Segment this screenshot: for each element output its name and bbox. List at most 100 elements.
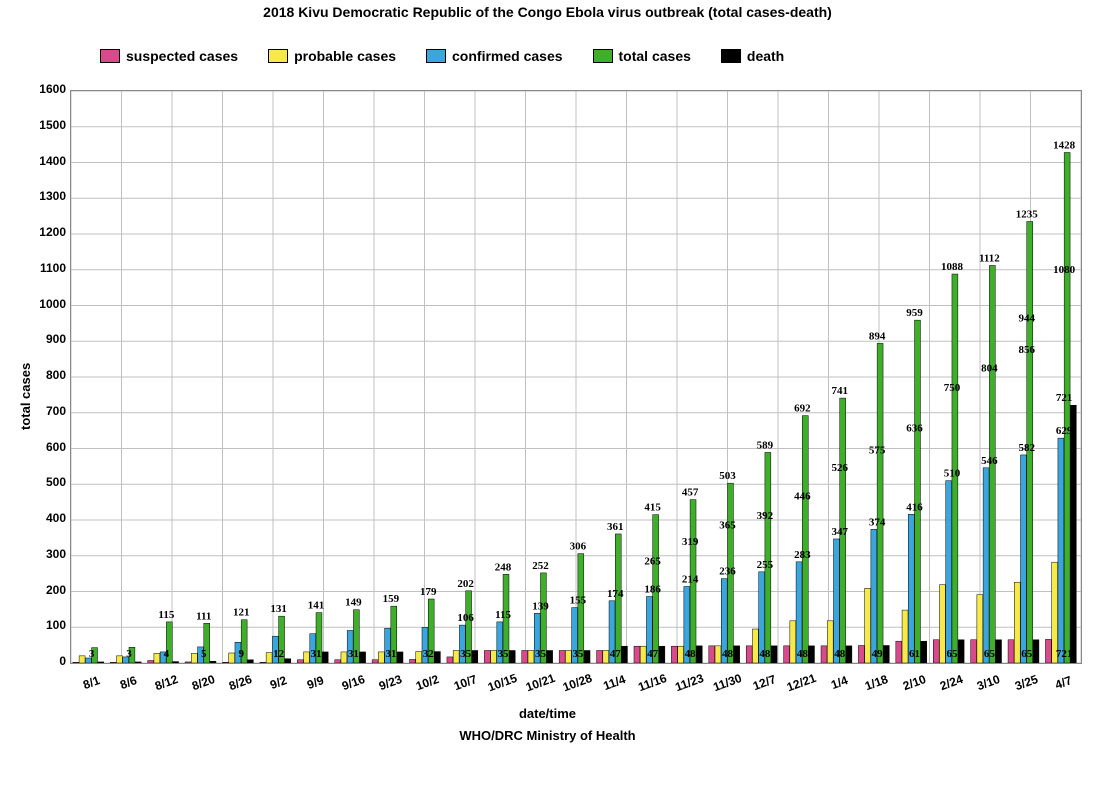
- bar-small-label: 35: [498, 648, 510, 660]
- bar-small-label: 35: [460, 648, 472, 660]
- suspected-bar: [522, 650, 528, 663]
- x-tick-label: 8/20: [190, 672, 217, 693]
- bar-value-label: 179: [420, 586, 437, 598]
- y-tick-label: 1300: [26, 189, 66, 203]
- bar-value-label: 510: [944, 468, 961, 480]
- bar-small-label: 9: [238, 648, 244, 660]
- total-bar: [802, 416, 808, 663]
- bar-small-label: 4: [164, 648, 170, 660]
- probable-bar: [266, 653, 272, 663]
- confirmed-bar: [871, 529, 877, 663]
- x-tick-label: 2/24: [938, 672, 965, 693]
- bar-small-label: 5: [201, 648, 207, 660]
- death-bar: [210, 661, 216, 663]
- probable-bar: [341, 652, 347, 663]
- bar-small-label: 65: [1021, 648, 1033, 660]
- y-tick-label: 1500: [26, 118, 66, 132]
- legend-item: probable cases: [268, 48, 396, 64]
- bar-small-label: 35: [572, 648, 584, 660]
- death-bar: [696, 646, 702, 663]
- probable-bar: [79, 656, 85, 663]
- y-tick-label: 600: [26, 440, 66, 454]
- probable-bar: [117, 656, 123, 663]
- suspected-bar: [73, 662, 79, 663]
- suspected-bar: [784, 646, 790, 663]
- bar-value-label: 526: [831, 462, 848, 474]
- probable-bar: [453, 650, 459, 663]
- bar-value-label: 361: [607, 521, 624, 533]
- x-tick-label: 11/30: [711, 671, 743, 694]
- death-bar: [883, 645, 889, 663]
- probable-bar: [790, 621, 796, 663]
- suspected-bar: [671, 646, 677, 663]
- death-bar: [1033, 640, 1039, 663]
- bar-small-label: 31: [348, 648, 359, 660]
- bar-value-label: 347: [831, 526, 848, 538]
- bar-value-label: 503: [719, 470, 736, 482]
- death-bar: [285, 659, 291, 663]
- bar-value-label: 446: [794, 491, 811, 503]
- x-tick-label: 10/21: [523, 671, 556, 694]
- suspected-bar: [933, 640, 939, 663]
- bar-small-label: 3: [89, 648, 95, 660]
- probable-bar: [678, 646, 684, 663]
- death-bar: [397, 652, 403, 663]
- y-tick-label: 1400: [26, 154, 66, 168]
- suspected-bar: [484, 650, 490, 663]
- total-bar: [578, 554, 584, 663]
- bar-value-label: 141: [308, 600, 325, 612]
- x-tick-label: 1/18: [863, 672, 890, 693]
- death-bar: [135, 662, 141, 663]
- death-bar: [846, 646, 852, 663]
- x-tick-label: 9/16: [340, 672, 367, 693]
- x-tick-label: 12/7: [751, 672, 778, 693]
- suspected-bar: [223, 662, 229, 663]
- confirmed-bar: [908, 514, 914, 663]
- y-tick-label: 1000: [26, 297, 66, 311]
- x-tick-label: 12/21: [785, 671, 818, 694]
- suspected-bar: [559, 650, 565, 663]
- bar-value-label: 1428: [1053, 139, 1076, 151]
- suspected-bar: [821, 646, 827, 663]
- bar-value-label: 319: [682, 536, 699, 548]
- total-bar: [877, 343, 883, 663]
- suspected-bar: [858, 645, 864, 663]
- death-bar: [921, 641, 927, 663]
- bar-value-label: 155: [570, 595, 587, 607]
- probable-bar: [154, 653, 160, 663]
- x-tick-label: 11/16: [636, 671, 668, 694]
- probable-bar: [902, 610, 908, 663]
- bar-value-label: 255: [757, 559, 774, 571]
- confirmed-bar: [983, 468, 989, 663]
- probable-bar: [865, 588, 871, 663]
- bar-value-label: 214: [682, 573, 699, 585]
- legend-label: death: [747, 48, 784, 64]
- death-bar: [734, 646, 740, 663]
- death-bar: [1070, 405, 1076, 663]
- probable-bar: [1014, 582, 1020, 663]
- legend-item: suspected cases: [100, 48, 238, 64]
- death-bar: [98, 662, 104, 663]
- bar-value-label: 1112: [979, 252, 1000, 264]
- bar-value-label: 750: [944, 382, 961, 394]
- y-tick-label: 200: [26, 583, 66, 597]
- total-bar: [765, 452, 771, 663]
- bar-value-label: 944: [1019, 313, 1036, 325]
- suspected-bar: [447, 657, 453, 663]
- x-tick-label: 11/23: [673, 671, 705, 694]
- bar-value-label: 582: [1019, 442, 1036, 454]
- suspected-bar: [1045, 639, 1051, 663]
- x-tick-label: 11/4: [602, 672, 628, 693]
- suspected-bar: [709, 646, 715, 663]
- y-tick-label: 1600: [26, 82, 66, 96]
- bar-small-label: 49: [872, 648, 884, 660]
- bar-value-label: 589: [757, 439, 774, 451]
- bar-small-label: 31: [311, 648, 322, 660]
- bar-value-label: 252: [532, 560, 549, 572]
- bar-small-label: 3: [126, 648, 132, 660]
- suspected-bar: [297, 660, 303, 663]
- suspected-bar: [260, 662, 266, 663]
- bar-value-label: 1088: [941, 261, 964, 273]
- bar-small-label: 48: [759, 648, 771, 660]
- x-tick-label: 8/1: [81, 673, 101, 692]
